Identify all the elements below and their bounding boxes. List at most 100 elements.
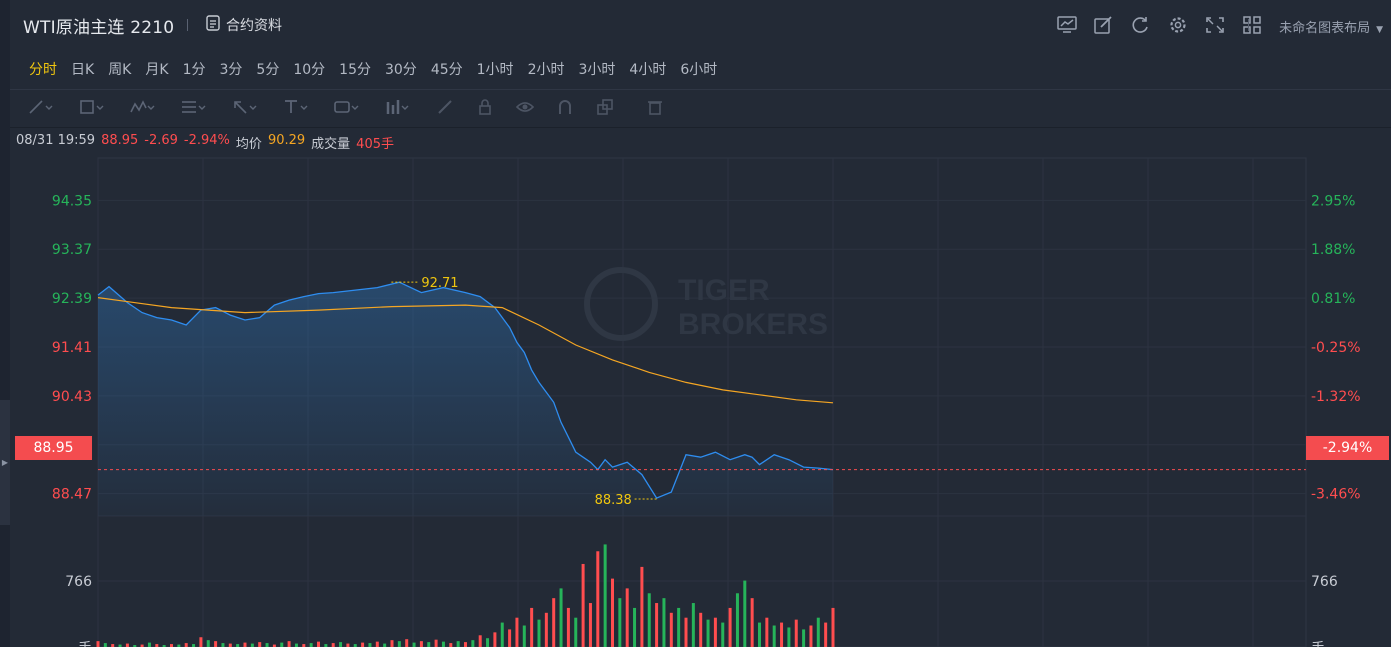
volume-bar <box>581 563 585 647</box>
text-tool-icon[interactable] <box>282 98 308 116</box>
volume-bar <box>758 622 761 647</box>
volume-bar <box>831 607 835 647</box>
volume-bar <box>258 642 262 647</box>
volume-unit-label: 手 <box>1311 641 1325 647</box>
volume-bar <box>133 645 137 647</box>
volume-bar <box>221 643 225 647</box>
left-collapsed-panel: ▶ <box>0 0 10 647</box>
volume-bar <box>111 644 115 647</box>
period-tab[interactable]: 2小时 <box>527 62 565 78</box>
right-axis-tick: -0.25% <box>1311 340 1361 356</box>
high-price-label: 92.71 <box>421 276 458 291</box>
document-icon <box>206 15 220 35</box>
watermark-text: TIGER <box>678 274 770 307</box>
right-axis-tick: -3.46% <box>1311 487 1361 503</box>
volume-bar <box>743 580 747 647</box>
volume-bar <box>559 588 563 647</box>
trash-icon[interactable] <box>646 98 664 116</box>
volume-bar <box>787 627 791 647</box>
volume-bar <box>530 607 534 647</box>
volume-bar <box>390 640 394 647</box>
volume-bar <box>280 642 284 647</box>
lock-icon[interactable] <box>476 98 494 116</box>
current-pct-badge: -2.94% <box>1306 436 1389 460</box>
volume-bar <box>206 640 210 647</box>
period-tab[interactable]: 3小时 <box>578 62 616 78</box>
period-tab[interactable]: 1小时 <box>476 62 514 78</box>
volume-bar <box>456 641 460 647</box>
quote-info-line: 08/31 19:59 88.95 -2.69 -2.94% 均价 90.29 … <box>16 133 394 152</box>
settings-gear-icon[interactable] <box>1164 13 1191 37</box>
pen-icon[interactable] <box>436 98 454 116</box>
pattern-tool-icon[interactable] <box>129 98 155 116</box>
volume-bar <box>250 643 254 647</box>
volume-bar <box>419 641 423 647</box>
line-tool-icon[interactable] <box>27 98 53 116</box>
volume-bar <box>611 578 614 647</box>
volume-bar <box>103 643 107 647</box>
period-tab[interactable]: 5分 <box>256 62 280 78</box>
volume-bar <box>243 642 247 647</box>
grid-layout-icon[interactable] <box>1238 13 1265 37</box>
period-tab[interactable]: 30分 <box>384 62 417 78</box>
quote-change: -2.69 <box>144 133 178 148</box>
volume-bar <box>434 639 438 647</box>
drawing-toolbar <box>10 89 1391 128</box>
contract-info-button[interactable]: 合约资料 <box>206 15 282 35</box>
refresh-icon[interactable] <box>1127 13 1154 37</box>
volume-bar <box>794 619 798 647</box>
price-line <box>97 281 834 499</box>
quote-datetime: 08/31 19:59 <box>16 133 96 148</box>
period-tab[interactable]: 10分 <box>293 62 326 78</box>
period-tab[interactable]: 分时 <box>29 62 57 78</box>
volume-bar <box>184 643 188 647</box>
caret-down-icon: ▼ <box>1376 25 1383 35</box>
volume-value: 405手 <box>356 137 394 152</box>
volume-bar <box>339 642 343 647</box>
volume-bar <box>824 622 828 647</box>
fib-tool-icon[interactable] <box>180 98 206 116</box>
rect-tool-icon[interactable] <box>78 98 104 116</box>
period-tab[interactable]: 6小时 <box>680 62 718 78</box>
volume-bar <box>677 607 681 647</box>
volume-bar <box>162 645 166 647</box>
left-axis-tick: 93.37 <box>52 242 92 258</box>
volume-bar <box>706 619 710 647</box>
volume-bar <box>199 637 203 647</box>
period-tab[interactable]: 月K <box>145 62 169 78</box>
label-tool-icon[interactable] <box>333 98 359 116</box>
fullscreen-icon[interactable] <box>1201 13 1228 37</box>
volume-bar <box>368 643 372 647</box>
period-tab[interactable]: 15分 <box>339 62 371 78</box>
expand-panel-button[interactable]: ▶ <box>0 400 10 525</box>
volume-bar <box>155 644 159 647</box>
edit-pen-icon[interactable] <box>1090 13 1117 37</box>
volume-bar <box>228 643 232 647</box>
volume-bar <box>397 641 401 647</box>
magnet-icon[interactable] <box>556 98 574 116</box>
eye-icon[interactable] <box>516 98 534 116</box>
chart-monitor-icon[interactable] <box>1053 13 1080 37</box>
layout-dropdown-label: 未命名图表布局 <box>1279 21 1371 36</box>
period-tab[interactable]: 4小时 <box>629 62 667 78</box>
volume-bar <box>713 617 717 647</box>
period-tab[interactable]: 45分 <box>430 62 463 78</box>
volume-bar <box>500 622 504 647</box>
watermark-text: BROKERS <box>678 308 828 341</box>
period-tab[interactable]: 1分 <box>182 62 206 78</box>
period-tab[interactable]: 3分 <box>219 62 243 78</box>
period-tab[interactable]: 日K <box>71 62 95 78</box>
volume-bar <box>346 643 350 647</box>
volume-bar <box>375 641 379 647</box>
arrow-tool-icon[interactable] <box>231 98 257 116</box>
layout-dropdown[interactable]: 未命名图表布局 ▼ <box>1279 17 1383 36</box>
bar-tool-icon[interactable] <box>383 98 409 116</box>
volume-bar <box>655 603 659 647</box>
header-tools <box>1053 13 1265 37</box>
clone-icon[interactable] <box>596 98 614 116</box>
period-tab[interactable]: 周K <box>108 62 132 78</box>
volume-bar <box>537 619 541 647</box>
volume-bar <box>449 643 453 647</box>
volume-bar <box>802 629 806 647</box>
